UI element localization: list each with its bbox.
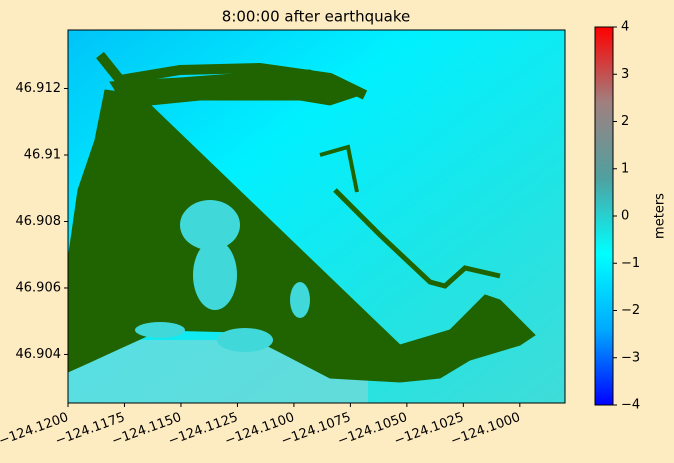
colorbar-tick-label: 3 <box>621 67 629 82</box>
colorbar-tick-label: 4 <box>621 20 629 35</box>
colorbar-tick-label: −2 <box>621 303 640 318</box>
y-tick-label: 46.91 <box>24 147 61 162</box>
map <box>68 30 565 403</box>
colorbar <box>594 26 614 406</box>
plot-frame <box>67 29 566 404</box>
colorbar-tick-label: 2 <box>621 114 629 129</box>
y-tick-label: 46.904 <box>16 347 62 362</box>
y-tick-label: 46.912 <box>16 81 62 96</box>
chart-title: 8:00:00 after earthquake <box>222 8 410 26</box>
colorbar-tick-label: −1 <box>621 256 640 271</box>
colorbar-tick-label: 1 <box>621 161 629 176</box>
colorbar-tick-label: 0 <box>621 209 629 224</box>
colorbar-tick-label: −3 <box>621 350 640 365</box>
colorbar-tick-label: −4 <box>621 398 640 413</box>
y-tick-label: 46.908 <box>16 214 62 229</box>
y-tick-label: 46.906 <box>16 280 62 295</box>
colorbar-label: meters <box>653 193 668 239</box>
